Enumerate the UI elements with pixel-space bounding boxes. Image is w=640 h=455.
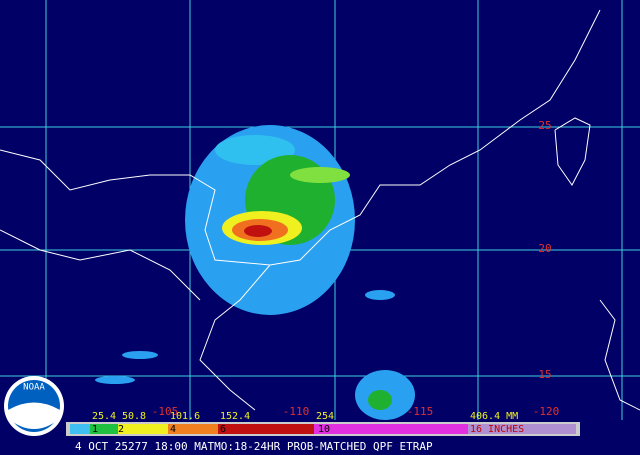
legend-bar <box>66 422 580 436</box>
longitude-label: -115 <box>407 405 434 418</box>
logo-text: NOAA <box>23 383 45 393</box>
precipitation <box>95 125 415 420</box>
inch-label: 6 <box>220 424 226 435</box>
mm-label: 152.4 <box>220 411 250 422</box>
inch-label: 2 <box>118 424 124 435</box>
latitude-labels: 25 20 15 <box>538 119 551 381</box>
longitude-label: -105 <box>152 405 179 418</box>
mm-label: 101.6 <box>170 411 200 422</box>
noaa-logo: NOAA <box>4 376 64 436</box>
longitude-label: -120 <box>533 405 560 418</box>
inch-label: 16 INCHES <box>470 424 524 435</box>
footer: 4 OCT 25277 18:00 MATMO:18-24HR PROB-MAT… <box>75 440 433 453</box>
coastlines <box>0 9 640 411</box>
latitude-label: 25 <box>538 119 551 132</box>
inch-label: 4 <box>170 424 176 435</box>
mm-label: 254 <box>316 411 334 422</box>
longitude-label: -110 <box>283 405 310 418</box>
legend-inches: 1 2 4 6 10 16 INCHES <box>92 424 524 435</box>
inch-label: 1 <box>92 424 98 435</box>
longitude-labels: -105 -110 -115 -120 <box>152 405 560 418</box>
mm-label: 50.8 <box>122 411 146 422</box>
mm-label: 406.4 MM <box>470 411 518 422</box>
inch-label: 10 <box>318 424 330 435</box>
latitude-label: 20 <box>538 242 551 255</box>
latitude-label: 15 <box>538 368 551 381</box>
mm-label: 25.4 <box>92 411 116 422</box>
legend-mm: 25.4 50.8 101.6 152.4 254 406.4 MM <box>92 411 518 422</box>
